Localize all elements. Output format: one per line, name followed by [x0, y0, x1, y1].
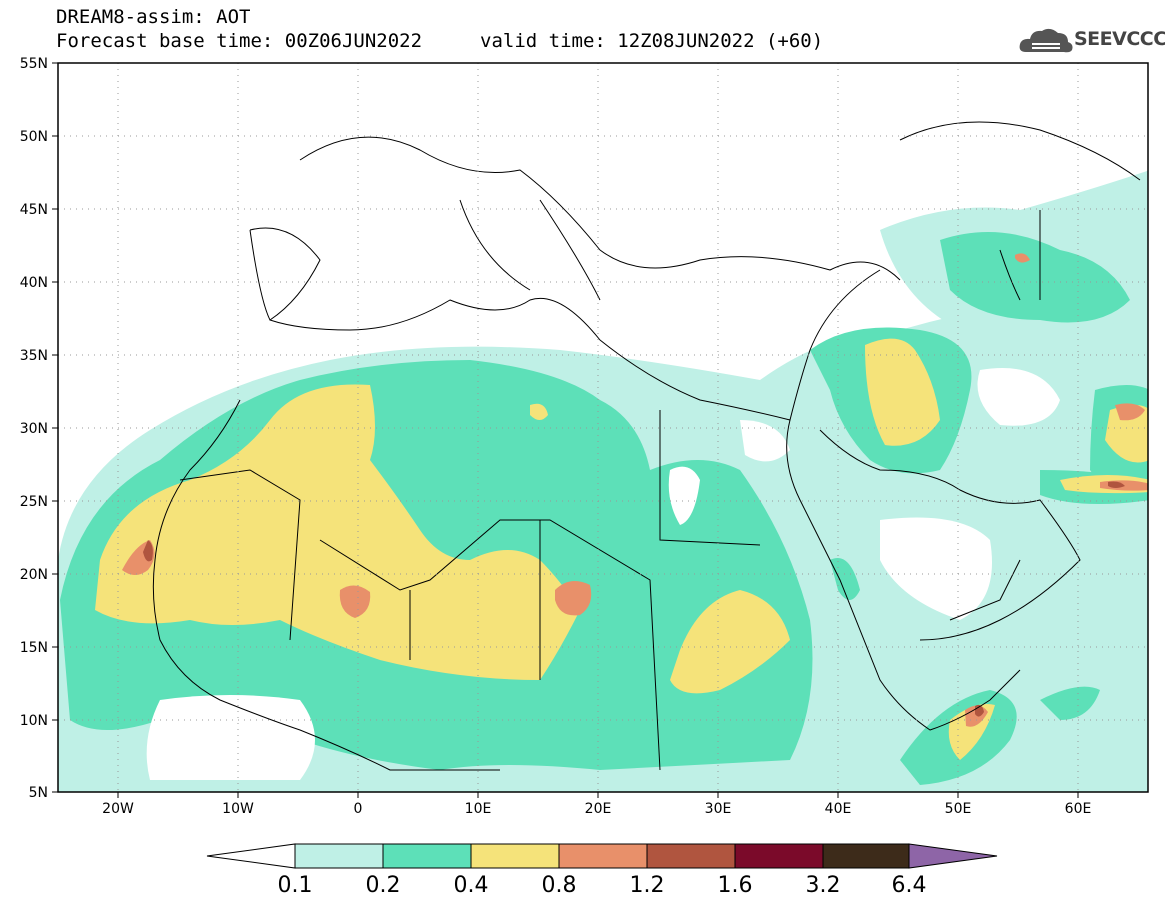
- lat-label: 30N: [20, 421, 48, 437]
- forecast-base-time: Forecast base time: 00Z06JUN2022: [56, 30, 423, 52]
- axis-ticks: [52, 62, 1079, 798]
- cloud-icon: [1019, 28, 1073, 53]
- lon-label: 60E: [1065, 801, 1092, 817]
- lon-label: 10E: [465, 801, 492, 817]
- lon-label: 50E: [945, 801, 972, 817]
- colorbar-label: 1.2: [630, 873, 665, 898]
- logo-text: SEEVCCC: [1074, 28, 1165, 50]
- coastlines: [152, 121, 1141, 771]
- lon-label: 40E: [825, 801, 852, 817]
- longitude-labels: 20W 10W 0 10E 20E 30E 40E 50E 60E: [102, 801, 1091, 817]
- lon-label: 20W: [102, 801, 134, 817]
- lon-label: 10W: [222, 801, 254, 817]
- lon-label: 0: [354, 801, 363, 817]
- colorbar-bin: [646, 843, 736, 869]
- colorbar-label: 6.4: [892, 873, 927, 898]
- colorbar-label: 0.8: [542, 873, 577, 898]
- lat-label: 25N: [20, 494, 48, 510]
- colorbar-labels: 0.1 0.2 0.4 0.8 1.2 1.6 3.2 6.4: [278, 873, 927, 898]
- lat-label: 40N: [20, 275, 48, 291]
- colorbar-bin: [294, 843, 384, 869]
- lon-label: 20E: [585, 801, 612, 817]
- valid-time: valid time: 12Z08JUN2022 (+60): [480, 30, 824, 52]
- colorbar-bin: [734, 843, 824, 869]
- lat-label: 45N: [20, 202, 48, 218]
- colorbar-label: 0.2: [366, 873, 401, 898]
- colorbar-label: 0.1: [278, 873, 313, 898]
- colorbar-bin: [470, 843, 560, 869]
- lon-label: 30E: [705, 801, 732, 817]
- lat-label: 55N: [20, 56, 48, 72]
- colorbar-label: 3.2: [806, 873, 841, 898]
- colorbar-label: 1.6: [718, 873, 753, 898]
- lat-label: 5N: [29, 785, 48, 801]
- map-title: DREAM8-assim: AOT: [56, 6, 251, 28]
- colorbar-bin: [558, 843, 648, 869]
- lat-label: 35N: [20, 348, 48, 364]
- lat-label: 50N: [20, 129, 48, 145]
- aot-field: [58, 63, 1148, 792]
- colorbar: [206, 843, 998, 869]
- colorbar-over: [908, 843, 998, 869]
- lat-label: 20N: [20, 567, 48, 583]
- latitude-labels: 55N 50N 45N 40N 35N 30N 25N 20N 15N 10N …: [20, 56, 48, 801]
- lat-label: 10N: [20, 713, 48, 729]
- colorbar-label: 0.4: [454, 873, 489, 898]
- colorbar-bin: [822, 843, 910, 869]
- lat-label: 15N: [20, 640, 48, 656]
- colorbar-bin: [382, 843, 472, 869]
- colorbar-under: [206, 843, 296, 869]
